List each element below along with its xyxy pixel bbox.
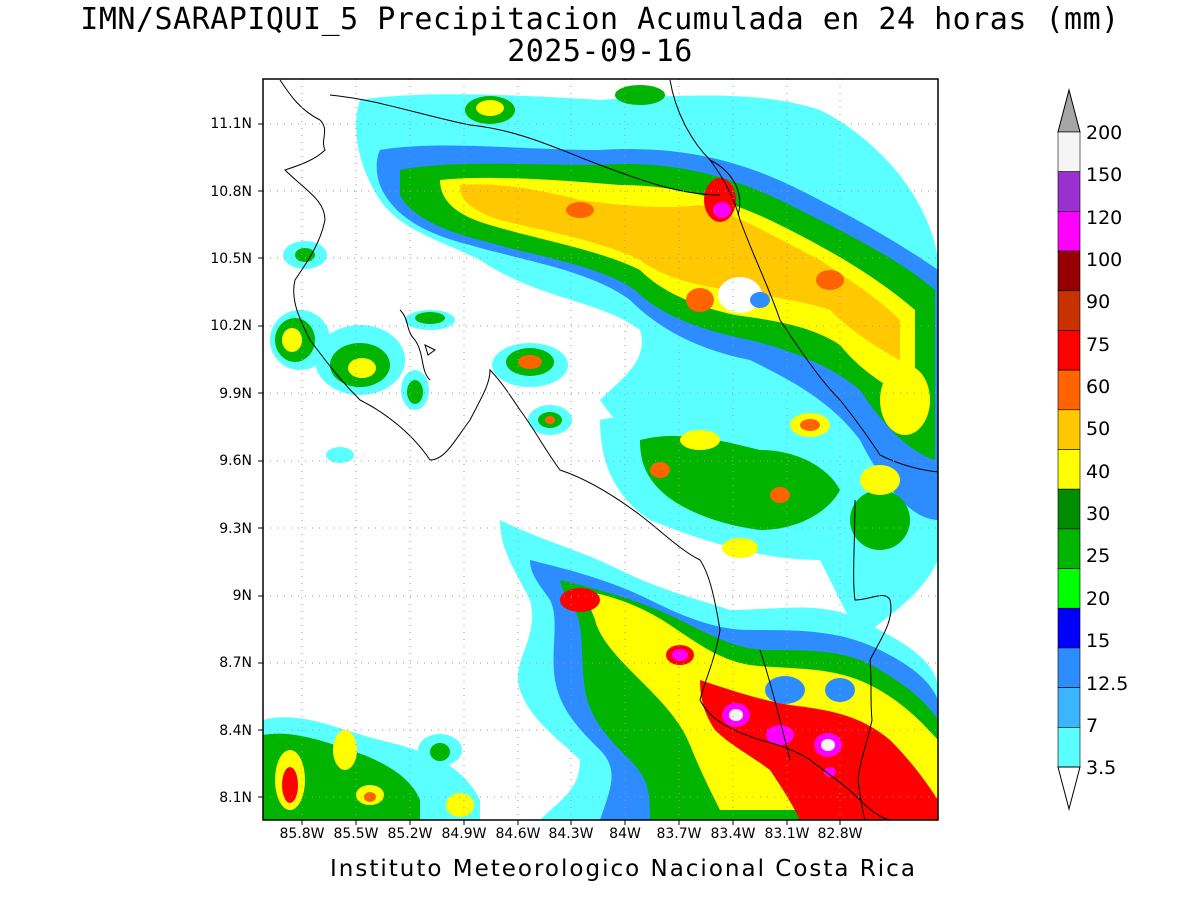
colorbar-segment (1057, 211, 1081, 252)
map-frame (262, 78, 939, 821)
colorbar-label: 15 (1086, 630, 1111, 652)
footer-credit: Instituto Meteorologico Nacional Costa R… (330, 856, 917, 882)
map-date: 2025-09-16 (507, 34, 693, 69)
precipitation-colorbar (1057, 88, 1081, 811)
colorbar-segment (1057, 647, 1081, 688)
colorbar-label: 90 (1086, 291, 1111, 313)
lat-label: 8.4N (219, 723, 252, 739)
lon-label: 85.8W (279, 826, 325, 842)
lon-label: 83.7W (656, 826, 702, 842)
colorbar-label: 100 (1086, 249, 1123, 271)
colorbar-label: 200 (1086, 122, 1123, 144)
lon-label: 84.6W (495, 826, 541, 842)
colorbar-segment (1057, 687, 1081, 728)
colorbar-label: 25 (1086, 545, 1111, 567)
lat-label: 10.5N (210, 251, 252, 267)
lon-label: 84W (609, 826, 641, 842)
lat-label: 9.6N (219, 453, 252, 469)
rain-band-south (500, 520, 938, 820)
rain-cells-northwest (270, 241, 572, 463)
coastlines (279, 79, 938, 820)
lon-label: 83.4W (710, 826, 756, 842)
lon-label: 82.8W (817, 826, 863, 842)
colorbar-label: 3.5 (1086, 757, 1117, 779)
colorbar-label: 7 (1086, 715, 1099, 737)
lon-label: 85.2W (387, 826, 433, 842)
colorbar-segment (1057, 131, 1081, 172)
colorbar-segment (1057, 528, 1081, 569)
map-gridlines (258, 79, 938, 825)
lat-label: 11.1N (210, 116, 252, 132)
colorbar-label: 20 (1086, 588, 1111, 610)
lon-label: 84.3W (548, 826, 594, 842)
lat-label: 9N (232, 588, 252, 604)
colorbar-label: 30 (1086, 503, 1111, 525)
colorbar-segment (1057, 290, 1081, 331)
lat-label: 9.3N (219, 521, 252, 537)
colorbar-label: 50 (1086, 418, 1111, 440)
lat-label: 8.7N (219, 655, 252, 671)
colorbar-segment (1057, 250, 1081, 292)
map-title: IMN/SARAPIQUI_5 Precipitacion Acumulada … (80, 2, 1120, 37)
lat-label: 8.1N (219, 790, 252, 806)
colorbar-segment (1057, 568, 1081, 609)
rain-cells-southwest (263, 717, 480, 820)
lat-label: 9.9N (219, 386, 252, 402)
colorbar-segment (1057, 409, 1081, 450)
colorbar-label: 12.5 (1086, 673, 1129, 695)
lat-label: 10.8N (210, 184, 252, 200)
lat-label: 10.2N (210, 318, 252, 334)
colorbar-label: 60 (1086, 376, 1111, 398)
colorbar-min-arrow (1057, 766, 1081, 811)
precipitation-field (263, 79, 938, 820)
colorbar-label: 150 (1086, 164, 1123, 186)
colorbar-segment (1057, 171, 1081, 212)
colorbar-max-arrow (1057, 88, 1081, 133)
rain-cells-central (600, 365, 930, 560)
colorbar-label: 40 (1086, 461, 1111, 483)
colorbar-label: 75 (1086, 334, 1111, 356)
colorbar-label: 120 (1086, 207, 1123, 229)
colorbar-segment (1057, 488, 1081, 530)
colorbar-segment (1057, 727, 1081, 768)
colorbar-segment (1057, 330, 1081, 371)
lon-label: 84.9W (441, 826, 487, 842)
colorbar-segment (1057, 369, 1081, 411)
colorbar-segment (1057, 607, 1081, 649)
lon-label: 85.5W (333, 826, 379, 842)
colorbar-segment (1057, 449, 1081, 490)
lon-label: 83.1W (764, 826, 810, 842)
